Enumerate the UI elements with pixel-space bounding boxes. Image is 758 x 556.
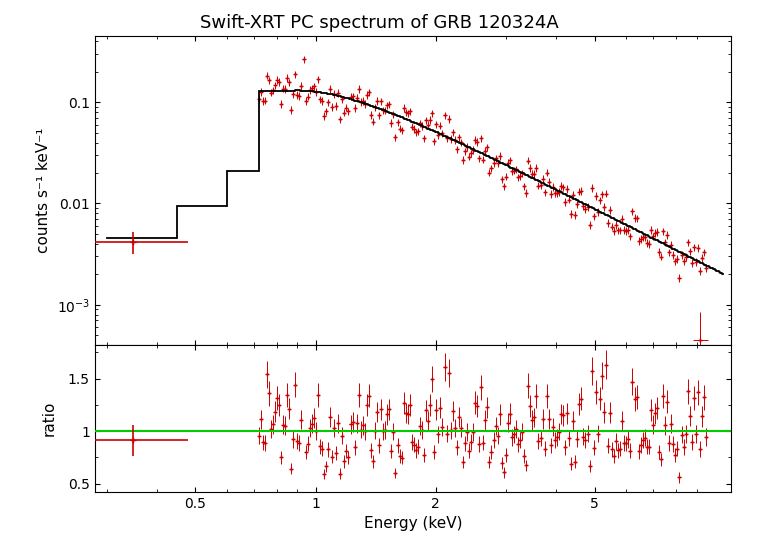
Text: Swift-XRT PC spectrum of GRB 120324A: Swift-XRT PC spectrum of GRB 120324A (199, 14, 559, 32)
Y-axis label: counts s⁻¹ keV⁻¹: counts s⁻¹ keV⁻¹ (36, 128, 51, 253)
X-axis label: Energy (keV): Energy (keV) (364, 517, 462, 532)
Y-axis label: ratio: ratio (42, 401, 57, 436)
